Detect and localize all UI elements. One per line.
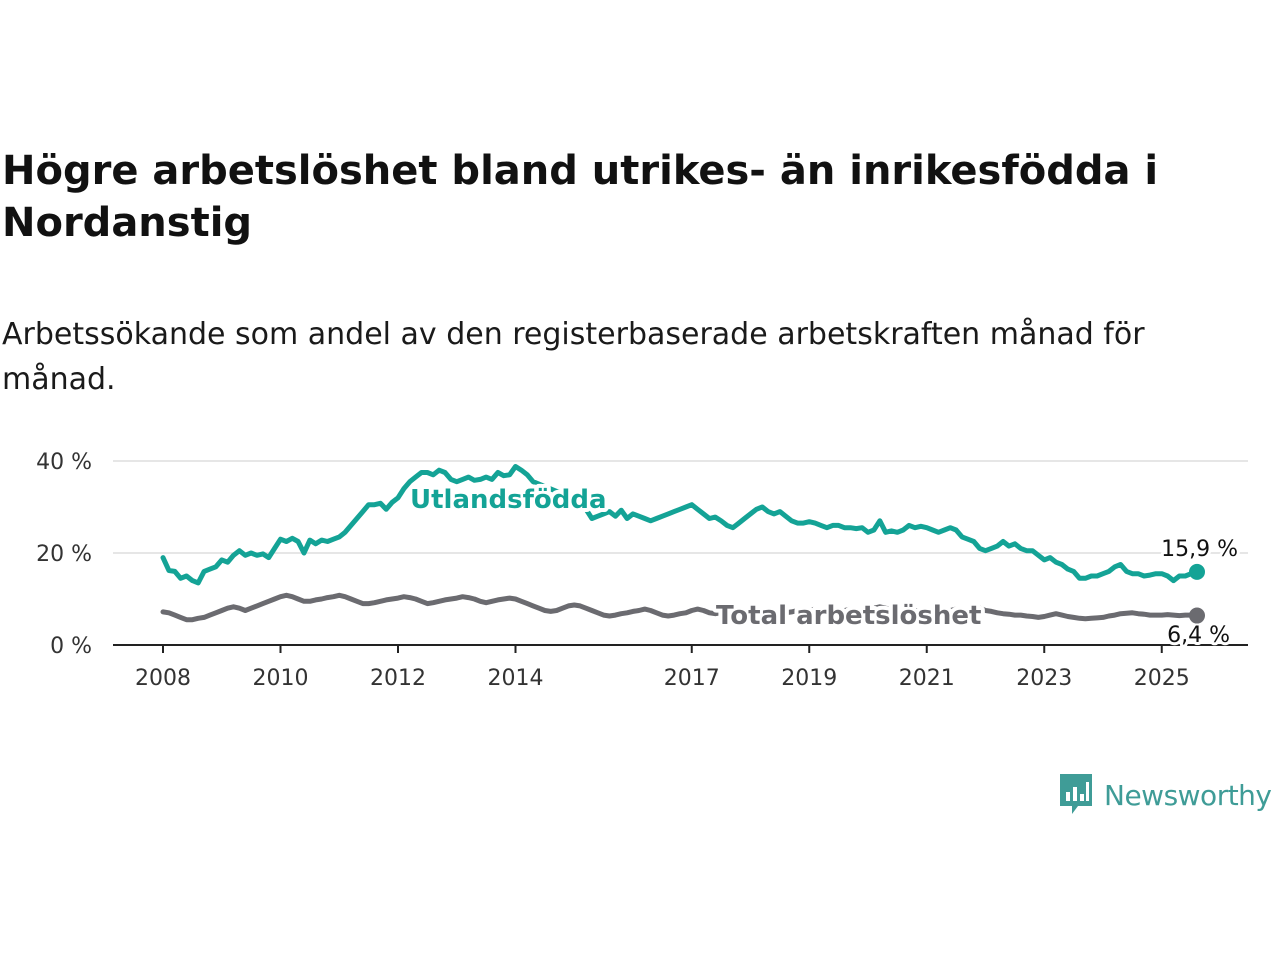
newsworthy-logo-icon [1060, 774, 1092, 814]
x-tick-label: 2010 [253, 666, 309, 691]
series-lines [160, 464, 1200, 623]
y-axis-ticks: 0 % 20 % 40 % [36, 450, 92, 659]
x-tick-label: 2012 [370, 666, 426, 691]
x-tick-label: 2023 [1016, 666, 1072, 691]
series-end-dot-1 [1189, 607, 1205, 624]
y-tick-label: 0 % [50, 634, 92, 659]
series-label-total: Total arbetslöshet [716, 601, 981, 631]
chart-title: Högre arbetslöshet bland utrikes- än inr… [2, 148, 1159, 246]
end-label-utlandsfodda: 15,9 % [1161, 537, 1238, 562]
chart-subtitle: Arbetssökande som andel av den registerb… [2, 317, 1145, 397]
x-tick-label: 2021 [899, 666, 955, 691]
y-tick-label: 20 % [36, 542, 92, 567]
series-line-1 [160, 592, 1200, 623]
y-tick-label: 40 % [36, 450, 92, 475]
series-end-dot-0 [1189, 563, 1205, 580]
series-labels: Utlandsfödda Total arbetslöshet [406, 481, 985, 635]
newsworthy-brand: Newsworthy [1058, 772, 1272, 818]
end-label-total: 6,4 % [1167, 623, 1230, 648]
brand-name: Newsworthy [1104, 778, 1272, 812]
x-tick-label: 2019 [781, 666, 837, 691]
x-axis-ticks: 2008 2010 2012 2014 2017 2019 2021 2023 2025 [135, 645, 1190, 691]
x-tick-label: 2025 [1134, 666, 1190, 691]
x-tick-label: 2017 [664, 666, 720, 691]
x-tick-label: 2014 [488, 666, 544, 691]
series-line-0 [160, 464, 1200, 586]
series-label-utlandsfodda: Utlandsfödda [410, 485, 607, 515]
x-tick-label: 2008 [135, 666, 191, 691]
series-end-markers: 15,9 % 6,4 % [1158, 534, 1241, 651]
line-chart: 0 % 20 % 40 % 2008 2010 2012 2014 2017 2019 2021… [36, 450, 1248, 691]
